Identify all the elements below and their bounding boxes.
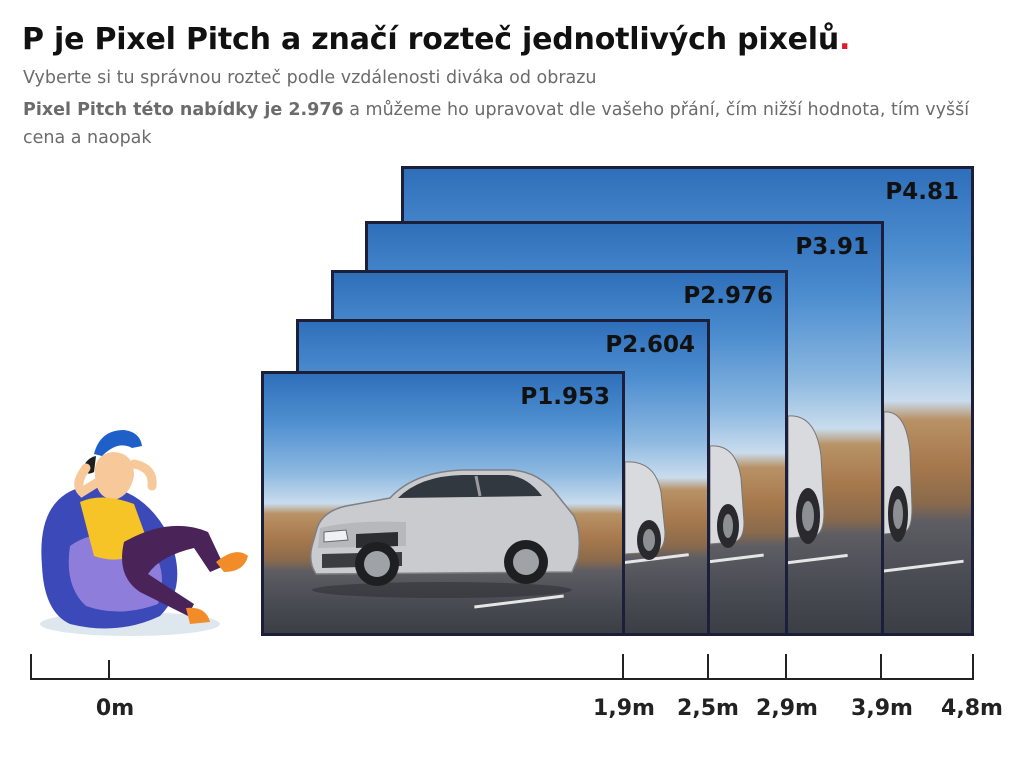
info-rest: a můžeme ho upravovat dle vašeho přání, … [23, 100, 970, 148]
screen-label: P2.976 [683, 283, 773, 309]
screen-label: P2.604 [605, 332, 695, 358]
axis-tick-label: 3,9m [851, 696, 913, 721]
screen-label: P3.91 [795, 234, 869, 260]
relaxing-person-on-beanbag-icon [40, 430, 248, 636]
axis-tick [30, 654, 32, 680]
car-icon [788, 415, 825, 544]
axis-tick-label: 4,8m [941, 696, 1003, 721]
info-bold: Pixel Pitch této nabídky je 2.976 [23, 100, 344, 120]
info-text: Pixel Pitch této nabídky je 2.976 a může… [23, 96, 1003, 152]
axis-tick-label: 2,9m [756, 696, 818, 721]
axis-tick-label: 2,5m [677, 696, 739, 721]
axis-tick [880, 654, 882, 680]
axis-tick [622, 654, 624, 680]
car-icon [710, 445, 745, 548]
title-text: P je Pixel Pitch a značí rozteč jednotli… [22, 22, 840, 57]
title-accent-dot: . [839, 22, 851, 57]
screen-label: P4.81 [885, 179, 959, 205]
axis-tick [108, 660, 110, 680]
car-icon [884, 411, 913, 542]
axis-tick [972, 654, 974, 680]
axis-tick-label: 0m [95, 696, 135, 721]
screen-label: P1.953 [520, 384, 610, 410]
car-icon [309, 469, 581, 598]
axis-line [30, 678, 974, 680]
axis-tick [785, 654, 787, 680]
axis-tick [707, 654, 709, 680]
subtitle: Vyberte si tu správnou rozteč podle vzdá… [23, 68, 597, 88]
distance-axis [30, 654, 974, 714]
axis-tick-label: 1,9m [593, 696, 655, 721]
car-icon [625, 461, 666, 560]
page-title: P je Pixel Pitch a značí rozteč jednotli… [22, 22, 850, 57]
